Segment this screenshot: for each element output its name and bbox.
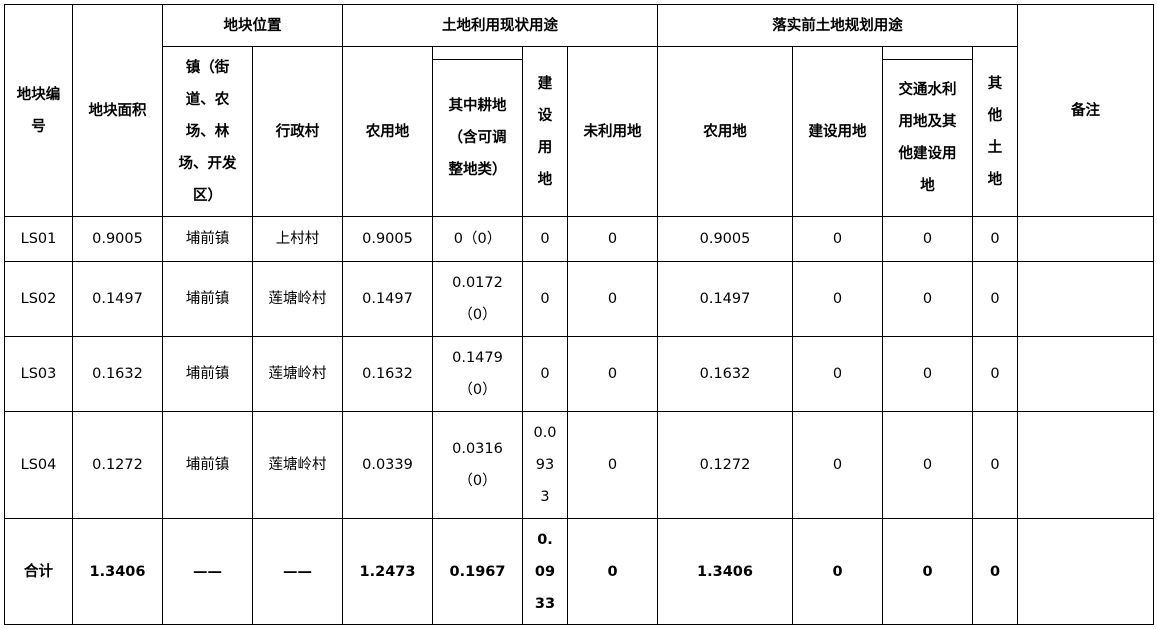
cell-unused: 0: [567, 518, 658, 625]
header-row-1: 地块编 号 地块面积 地块位置 土地利用现状用途 落实前土地规划用途 备注: [4, 4, 1154, 217]
cell-plan-other: 0: [972, 518, 1018, 625]
cell-village: 上村村: [252, 216, 343, 262]
header-plot-no: 地块编 号: [4, 4, 73, 217]
cell-remarks: [1017, 261, 1154, 337]
cell-construction: 0: [522, 261, 568, 337]
cell-cultivated: 0.0172 （0）: [432, 261, 523, 337]
header-row-2: 镇（街 道、农 场、林 场、开发 区） 行政村 农用地 其中耕地 （含可调 整地…: [5, 46, 1154, 217]
header-plot-area: 地块面积: [72, 4, 163, 217]
cell-village: ——: [252, 518, 343, 625]
cell-plan-other: 0: [972, 216, 1018, 262]
cell-unused: 0: [567, 411, 658, 519]
cell-cultivated: 0.0316 （0）: [432, 411, 523, 519]
cell-plan-transport: 0: [882, 411, 973, 519]
cell-id: 合计: [4, 518, 73, 625]
cell-village: 莲塘岭村: [252, 261, 343, 337]
cell-plan-construction: 0: [792, 216, 883, 262]
header-cur-agri: 农用地: [342, 46, 433, 217]
cell-remarks: [1017, 336, 1154, 412]
cell-town: 埔前镇: [162, 336, 253, 412]
cell-plan-agri: 1.3406: [657, 518, 793, 625]
header-plan-other: 其 他 土 地: [972, 46, 1018, 217]
cell-plan-agri: 0.1272: [657, 411, 793, 519]
cell-plan-agri: 0.1497: [657, 261, 793, 337]
cell-plan-construction: 0: [792, 411, 883, 519]
cell-unused: 0: [567, 261, 658, 337]
table-row: LS02 0.1497 埔前镇 莲塘岭村 0.1497 0.0172 （0） 0 0 0.149…: [4, 261, 1154, 337]
cell-plan-transport: 0: [882, 216, 973, 262]
header-cur-cultivated: 其中耕地 （含可调 整地类）: [432, 46, 523, 217]
cell-town: 埔前镇: [162, 261, 253, 337]
cell-plan-agri: 0.9005: [657, 216, 793, 262]
cell-id: LS04: [4, 411, 73, 519]
cell-construction: 0: [522, 336, 568, 412]
cell-construction: 0.0 93 3: [522, 411, 568, 519]
cell-id: LS02: [4, 261, 73, 337]
cell-remarks: [1017, 216, 1154, 262]
cell-cultivated: 0.1479 （0）: [432, 336, 523, 412]
cell-village: 莲塘岭村: [252, 411, 343, 519]
header-village: 行政村: [252, 46, 343, 217]
cell-area: 0.1497: [72, 261, 163, 337]
cell-town: 埔前镇: [162, 411, 253, 519]
cell-plan-transport: 0: [882, 518, 973, 625]
cell-cur-agri: 0.1632: [342, 336, 433, 412]
cell-cur-agri: 0.9005: [342, 216, 433, 262]
cell-cultivated: 0.1967: [432, 518, 523, 625]
header-current-use: 土地利用现状用途: [342, 4, 658, 47]
cell-id: LS03: [4, 336, 73, 412]
header-cur-construction: 建 设 用 地: [522, 46, 568, 217]
cell-construction: 0: [522, 216, 568, 262]
header-cur-unused: 未利用地: [567, 46, 658, 217]
header-plan-transport: 交通水利 用地及其 他建设用 地: [882, 46, 973, 217]
header-remarks: 备注: [1017, 4, 1154, 217]
cell-area: 0.1632: [72, 336, 163, 412]
cell-area: 0.1272: [72, 411, 163, 519]
table-row: LS03 0.1632 埔前镇 莲塘岭村 0.1632 0.1479 （0） 0 0 0.163…: [4, 336, 1154, 412]
cell-cultivated: 0（0）: [432, 216, 523, 262]
cell-plan-other: 0: [972, 336, 1018, 412]
header-town: 镇（街 道、农 场、林 场、开发 区）: [162, 46, 253, 217]
cell-area: 1.3406: [72, 518, 163, 625]
header-plan-construction: 建设用地: [792, 46, 883, 217]
cell-remarks: [1017, 411, 1154, 519]
land-plot-table: 地块编 号 地块面积 地块位置 土地利用现状用途 落实前土地规划用途 备注 镇（…: [4, 4, 1154, 625]
cell-cur-agri: 1.2473: [342, 518, 433, 625]
cell-town: 埔前镇: [162, 216, 253, 262]
cell-unused: 0: [567, 216, 658, 262]
cell-plan-agri: 0.1632: [657, 336, 793, 412]
header-location: 地块位置: [162, 4, 343, 47]
cell-village: 莲塘岭村: [252, 336, 343, 412]
cell-plan-other: 0: [972, 261, 1018, 337]
cell-remarks: [1017, 518, 1154, 625]
cell-plan-construction: 0: [792, 336, 883, 412]
cell-plan-transport: 0: [882, 336, 973, 412]
header-planned-use: 落实前土地规划用途: [657, 4, 1018, 47]
cell-id: LS01: [4, 216, 73, 262]
cell-town: ——: [162, 518, 253, 625]
total-row: 合计 1.3406 —— —— 1.2473 0.1967 0. 09 33 0 1.3406 0…: [4, 518, 1154, 625]
cell-plan-other: 0: [972, 411, 1018, 519]
cell-plan-construction: 0: [792, 518, 883, 625]
header-plan-agri: 农用地: [657, 46, 793, 217]
cell-unused: 0: [567, 336, 658, 412]
cell-cur-agri: 0.0339: [342, 411, 433, 519]
cell-plan-transport: 0: [882, 261, 973, 337]
cell-cur-agri: 0.1497: [342, 261, 433, 337]
cell-construction: 0. 09 33: [522, 518, 568, 625]
cell-area: 0.9005: [72, 216, 163, 262]
table-row: LS04 0.1272 埔前镇 莲塘岭村 0.0339 0.0316 （0） 0.0 93 …: [4, 411, 1154, 519]
table-row: LS01 0.9005 埔前镇 上村村 0.9005 0（0） 0 0 0.9005 0 0 0: [4, 216, 1154, 262]
cell-plan-construction: 0: [792, 261, 883, 337]
